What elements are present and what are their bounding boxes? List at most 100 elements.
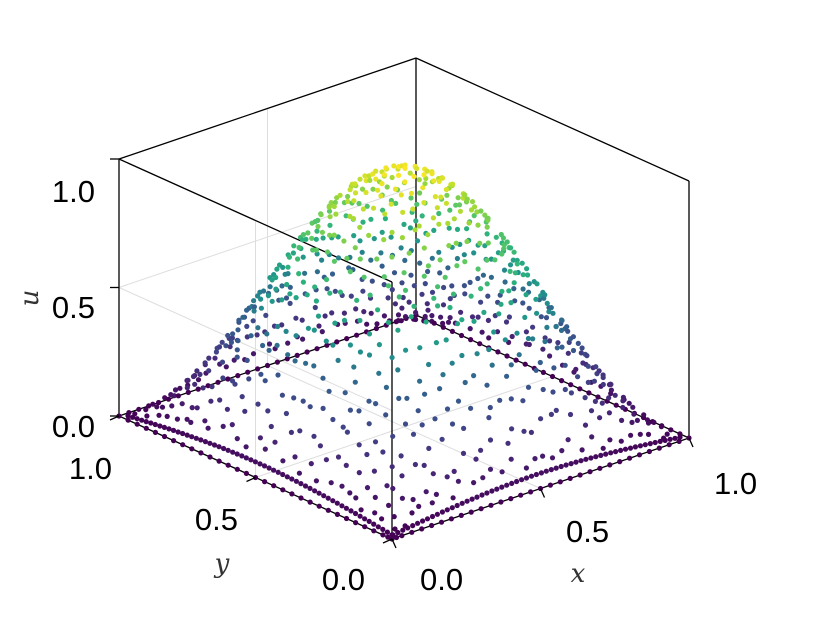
data-point [464,498,470,504]
data-point [216,344,223,350]
data-point [462,259,468,265]
data-point [429,500,435,506]
data-point [584,353,590,359]
grid-line [118,287,393,411]
data-point [425,268,431,275]
data-point [367,292,373,298]
data-point [395,367,401,373]
data-point [202,360,208,366]
data-point [600,381,606,388]
data-point [180,442,186,448]
data-point [652,439,658,446]
data-point [462,192,468,198]
data-point [447,315,453,321]
data-point [468,405,474,411]
data-point [289,476,295,482]
data-point [538,416,544,422]
data-point [262,446,268,452]
data-point [269,298,275,304]
data-point [578,458,584,464]
data-points [116,162,692,542]
data-point [361,274,367,280]
data-point [143,407,149,413]
data-point [563,462,569,468]
data-point [440,320,446,326]
data-point [550,389,556,395]
data-point [419,213,425,219]
data-point [651,419,657,425]
data-point [454,226,461,232]
data-point [312,304,318,311]
data-point [326,204,332,210]
data-point [368,310,374,316]
z-tick-label-1: 0.5 [52,290,95,325]
data-point [402,421,409,427]
data-point [313,247,319,253]
data-point [285,340,291,346]
data-point [589,434,595,440]
data-point [383,412,389,418]
data-point [658,424,665,430]
data-point [198,450,204,456]
data-point [396,395,402,401]
data-point [496,311,502,317]
data-point [553,407,559,413]
data-point [170,427,177,433]
data-point [250,351,257,357]
y-tick-label-0: 0.0 [322,562,365,597]
data-point [327,290,333,296]
data-point [399,473,405,479]
data-point [546,309,552,315]
data-point [328,200,334,206]
data-point [211,442,218,448]
data-point [207,440,213,446]
data-point [478,506,484,512]
data-point [379,516,385,522]
data-point [388,201,394,207]
data-point [399,235,405,241]
data-point [392,301,398,307]
data-point [364,485,371,491]
data-point [484,224,490,230]
data-point [484,382,490,388]
data-point [538,470,545,476]
data-point [366,518,372,525]
data-point [478,299,484,305]
data-point [366,352,373,358]
data-point [258,371,264,377]
data-point [414,201,420,207]
data-point [439,509,445,515]
data-point [386,502,392,508]
data-point [404,395,410,401]
data-point [547,353,553,359]
data-point [272,439,278,445]
data-point [433,340,439,346]
data-point [376,342,382,348]
data-point [360,206,366,212]
x-tick-label-1: 0.5 [566,514,609,549]
axes-box-edge [118,158,393,283]
data-point [460,450,467,456]
data-point [384,483,390,489]
data-point [495,349,501,355]
data-point [487,437,494,443]
data-point [434,511,440,517]
data-point [228,339,234,345]
data-point [293,333,299,339]
data-point [335,255,342,261]
data-point [324,286,330,292]
data-point [618,447,624,453]
data-point [568,382,574,388]
data-point [422,181,428,187]
data-point [415,408,421,414]
data-point [637,443,644,449]
data-point [553,323,559,330]
data-point [353,306,359,312]
data-point [371,468,377,474]
data-point [396,172,402,178]
data-point [323,276,330,283]
data-point [400,527,406,533]
data-point [494,486,500,492]
data-point [430,215,436,221]
data-point [303,360,309,366]
